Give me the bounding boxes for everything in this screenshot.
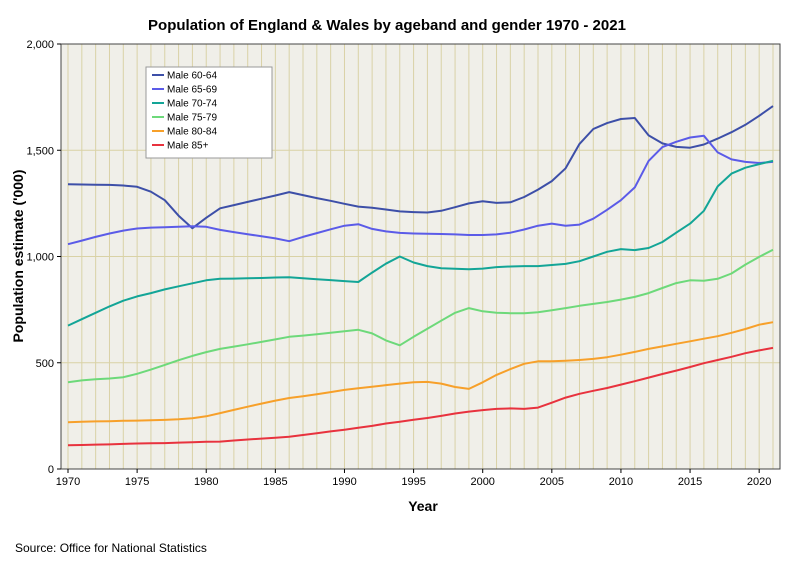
x-tick-label: 2020 — [747, 476, 771, 488]
legend-label-male-85: Male 85+ — [167, 141, 209, 152]
y-tick-label: 500 — [36, 358, 54, 370]
legend-label-male-75-79: Male 75-79 — [167, 113, 217, 124]
series-line-male-70-74 — [67, 159, 774, 327]
x-tick-label: 1985 — [263, 476, 287, 488]
x-tick-label: 2005 — [540, 476, 564, 488]
legend-label-male-60-64: Male 60-64 — [167, 71, 217, 82]
y-tick-label: 0 — [48, 464, 54, 476]
legend-label-male-65-69: Male 65-69 — [167, 85, 217, 96]
x-tick-label: 1980 — [194, 476, 218, 488]
x-tick-label: 1970 — [56, 476, 80, 488]
chart-title: Population of England & Wales by ageband… — [148, 17, 626, 34]
series-line-male-85 — [67, 346, 774, 447]
x-tick-label: 2015 — [678, 476, 702, 488]
legend-box — [145, 66, 273, 159]
series-line-male-60-64 — [67, 105, 774, 230]
series-line-male-75-79 — [67, 248, 774, 384]
legend-label-male-70-74: Male 70-74 — [167, 99, 217, 110]
x-tick-label: 2010 — [609, 476, 633, 488]
x-axis-ticks: 1970 1975 1980 1985 1990 1995 2000 2005 2010 2015… — [56, 469, 771, 488]
legend-label-male-80-84: Male 80-84 — [167, 127, 217, 138]
series-lines — [67, 105, 774, 447]
x-tick-label: 1990 — [332, 476, 356, 488]
x-tick-label: 2000 — [470, 476, 494, 488]
x-axis-label: Year — [408, 498, 438, 514]
x-tick-label: 1975 — [125, 476, 149, 488]
y-tick-label: 1,000 — [26, 252, 54, 264]
y-axis-label: Population estimate ('000) — [10, 170, 26, 343]
x-tick-label: 1995 — [401, 476, 425, 488]
legend: Male 60-64 Male 65-69 Male 70-74 Male 75-79… — [145, 66, 273, 159]
y-tick-label: 1,500 — [26, 145, 54, 157]
series-line-male-65-69 — [67, 134, 774, 246]
y-tick-label: 2,000 — [26, 39, 54, 51]
source-note: Source: Office for National Statistics — [15, 541, 207, 555]
series-line-male-80-84 — [67, 321, 774, 424]
y-axis-ticks: 0 500 1,000 1,500 2,000 — [26, 39, 61, 476]
